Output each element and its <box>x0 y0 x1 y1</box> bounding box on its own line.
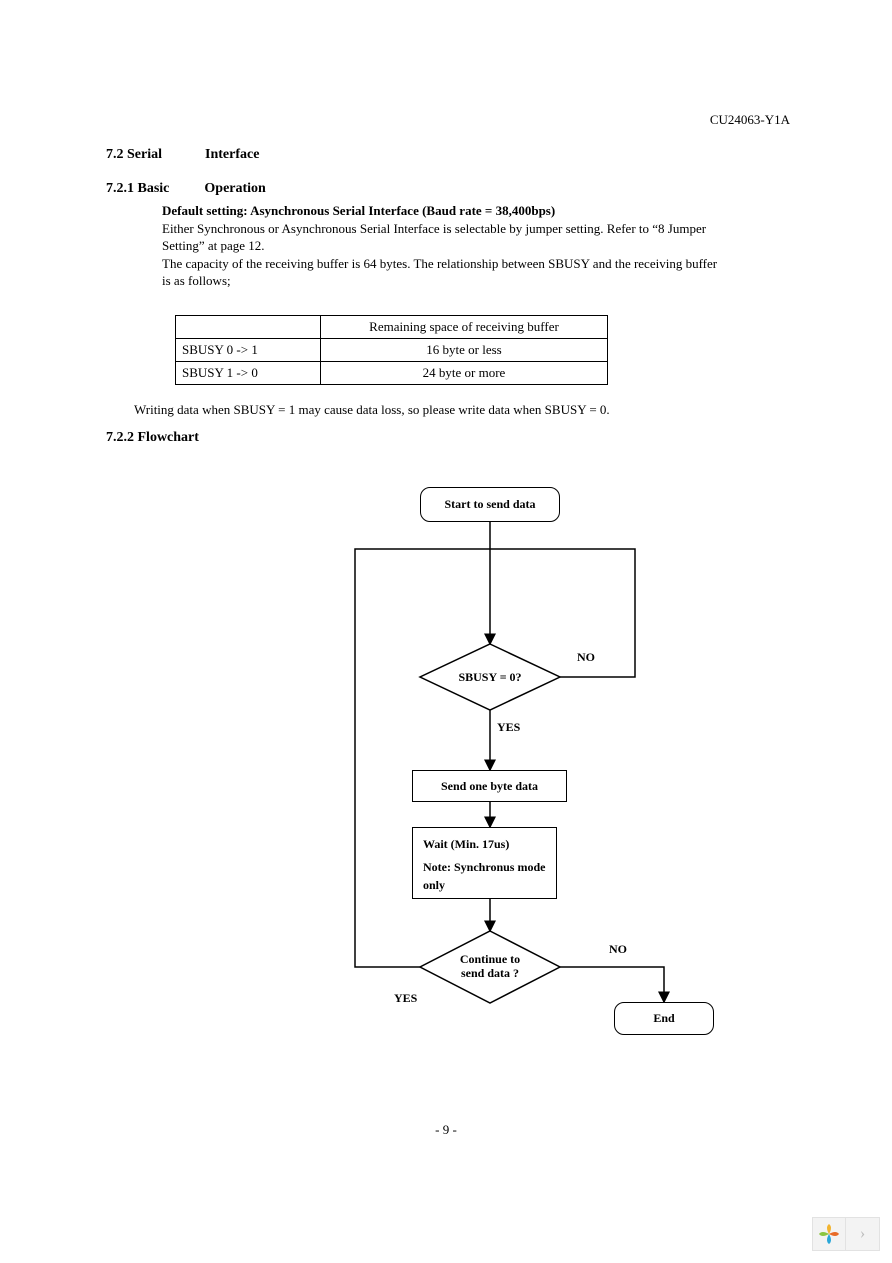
flow-node-wait-l2: Note: Synchronus mode only <box>423 859 546 894</box>
table-cell: SBUSY 1 -> 0 <box>176 362 321 385</box>
flow-node-wait-l1: Wait (Min. 17us) <box>423 836 546 853</box>
flow-label-continue-yes: YES <box>394 991 417 1006</box>
heading-7-2: 7.2 Serial Interface <box>106 147 259 163</box>
flow-node-wait: Wait (Min. 17us) Note: Synchronus mode o… <box>412 827 557 899</box>
heading-7-2-1-num: 7.2.1 Basic <box>106 181 169 196</box>
body-paragraphs: Default setting: Asynchronous Serial Int… <box>162 202 722 290</box>
chevron-right-icon: › <box>860 1225 865 1243</box>
page-number: - 9 - <box>0 1122 892 1138</box>
table-row: Remaining space of receiving buffer <box>176 316 608 339</box>
table-header: Remaining space of receiving buffer <box>321 316 608 339</box>
flow-node-end: End <box>614 1002 714 1035</box>
document-number: CU24063-Y1A <box>710 112 790 128</box>
heading-7-2-2: 7.2.2 Flowchart <box>106 430 199 446</box>
table-cell-empty <box>176 316 321 339</box>
heading-7-2-1: 7.2.1 Basic Operation <box>106 181 266 197</box>
flow-node-continue-decision: Continue to send data ? <box>454 952 526 981</box>
sbusy-note: Writing data when SBUSY = 1 may cause da… <box>134 402 610 418</box>
flowchart: Start to send data SBUSY = 0? Send one b… <box>0 482 892 1062</box>
table-row: SBUSY 0 -> 1 16 byte or less <box>176 339 608 362</box>
heading-7-2-num: 7.2 Serial <box>106 147 162 162</box>
flow-node-sbusy-decision: SBUSY = 0? <box>458 670 522 685</box>
paragraph-1: Either Synchronous or Asynchronous Seria… <box>162 220 722 255</box>
footer-controls: › <box>812 1217 880 1251</box>
flow-node-send-byte: Send one byte data <box>412 770 567 802</box>
table-cell: 24 byte or more <box>321 362 608 385</box>
table-row: SBUSY 1 -> 0 24 byte or more <box>176 362 608 385</box>
sbusy-table: Remaining space of receiving buffer SBUS… <box>175 315 608 385</box>
flow-label-sbusy-no: NO <box>577 650 595 665</box>
flow-label-sbusy-yes: YES <box>497 720 520 735</box>
heading-7-2-1-title: Operation <box>204 181 265 196</box>
flow-node-continue-l1: Continue to <box>460 952 520 966</box>
paragraph-2: The capacity of the receiving buffer is … <box>162 255 722 290</box>
flow-node-continue-l2: send data ? <box>461 966 519 980</box>
flow-node-start: Start to send data <box>420 487 560 522</box>
default-setting-line: Default setting: Asynchronous Serial Int… <box>162 202 722 220</box>
brand-logo-icon[interactable] <box>812 1217 846 1251</box>
heading-7-2-title: Interface <box>205 147 259 162</box>
next-page-button[interactable]: › <box>846 1217 880 1251</box>
table-cell: 16 byte or less <box>321 339 608 362</box>
flow-label-continue-no: NO <box>609 942 627 957</box>
page: CU24063-Y1A 7.2 Serial Interface 7.2.1 B… <box>0 0 892 1263</box>
table-cell: SBUSY 0 -> 1 <box>176 339 321 362</box>
